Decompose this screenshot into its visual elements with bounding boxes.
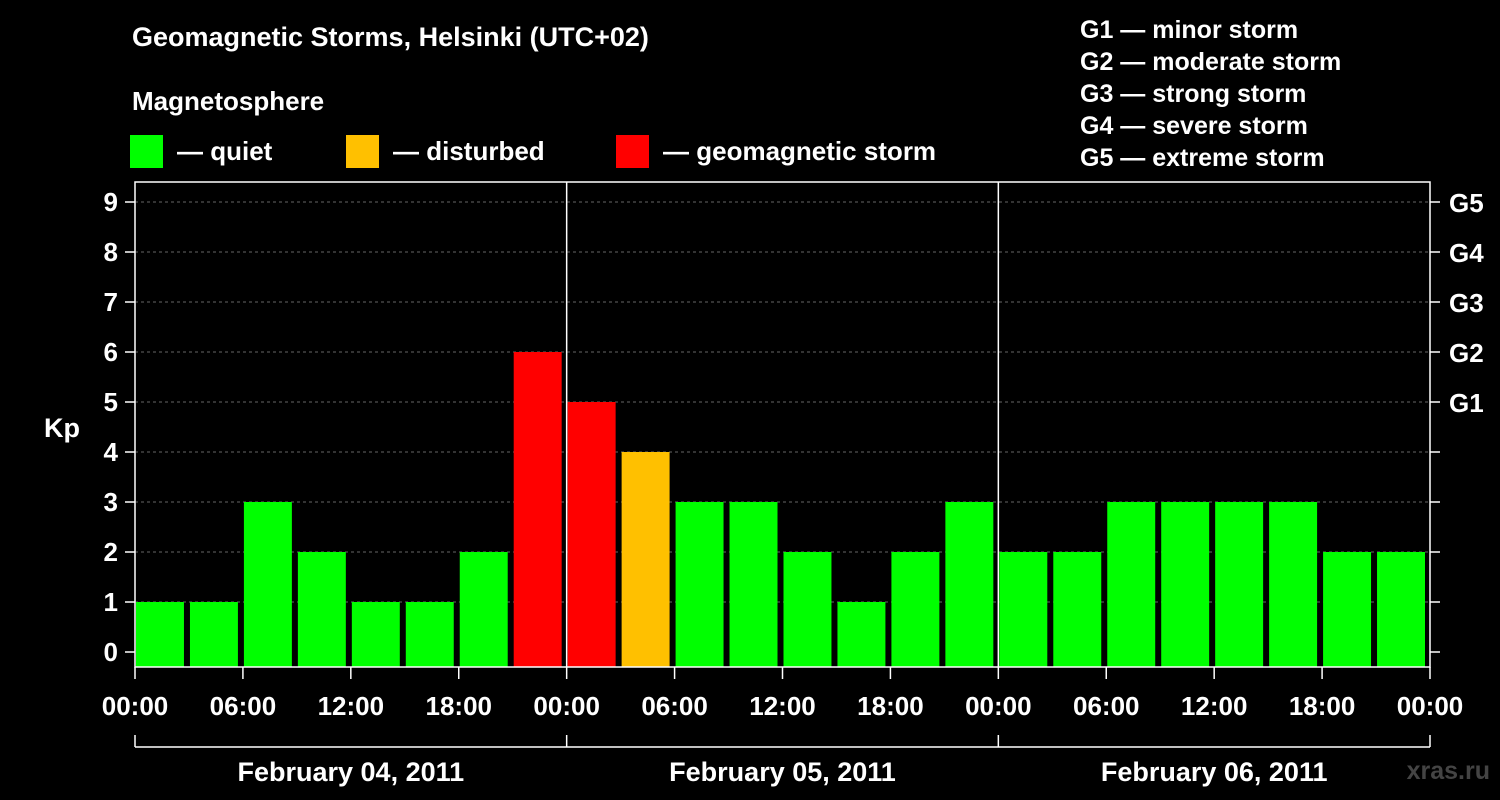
kp-bar-12 (783, 552, 832, 667)
ytick-label-0: 0 (104, 637, 118, 667)
kp-bar-1 (189, 602, 238, 667)
ytick-label-1: 1 (104, 587, 118, 617)
storm-scale-g2: G2 — moderate storm (1080, 48, 1342, 76)
kp-bar-23 (1377, 552, 1425, 667)
legend-swatch-quiet (130, 134, 163, 168)
kp-bar-16 (999, 552, 1048, 667)
kp-bar-22 (1323, 552, 1372, 667)
legend-item-quiet: — quiet (130, 134, 272, 168)
right-axis-label-g5: G5 (1449, 188, 1484, 218)
kp-bar-15 (945, 502, 994, 667)
kp-bar-4 (351, 602, 400, 667)
right-axis-label-g3: G3 (1449, 288, 1484, 318)
legend-item-disturbed: — disturbed (346, 134, 545, 168)
ytick-label-6: 6 (104, 337, 118, 367)
kp-bar-6 (459, 552, 508, 667)
day-label-2: February 06, 2011 (1101, 757, 1328, 787)
storm-scale-g1: G1 — minor storm (1080, 16, 1299, 44)
ytick-label-8: 8 (104, 237, 118, 267)
xtick-label-9: 06:00 (1073, 691, 1140, 721)
ytick-label-9: 9 (104, 187, 118, 217)
kp-bar-2 (243, 502, 292, 667)
xtick-label-4: 00:00 (533, 691, 600, 721)
xtick-label-3: 18:00 (426, 691, 493, 721)
storm-scale-g5: G5 — extreme storm (1080, 144, 1325, 172)
kp-bar-8 (567, 402, 616, 667)
kp-bar-21 (1269, 502, 1318, 667)
kp-bar-3 (297, 552, 346, 667)
kp-bar-9 (621, 452, 670, 667)
legend-item-storm: — geomagnetic storm (616, 134, 936, 168)
ytick-label-2: 2 (104, 537, 118, 567)
ytick-label-3: 3 (104, 487, 118, 517)
kp-bar-5 (405, 602, 454, 667)
storm-scale-list: G1 — minor storm G2 — moderate storm G3 … (1080, 14, 1341, 174)
xtick-label-12: 00:00 (1397, 691, 1464, 721)
storm-scale-g3: G3 — strong storm (1080, 80, 1307, 108)
kp-bar-0 (136, 602, 184, 667)
kp-bar-13 (837, 602, 886, 667)
kp-bar-7 (513, 352, 562, 667)
right-axis-label-g1: G1 (1449, 388, 1484, 418)
ytick-label-5: 5 (104, 387, 118, 417)
xtick-label-2: 12:00 (318, 691, 385, 721)
legend-label-quiet: — quiet (177, 135, 273, 166)
xtick-label-8: 00:00 (965, 691, 1032, 721)
xtick-label-7: 18:00 (857, 691, 924, 721)
xtick-label-11: 18:00 (1289, 691, 1356, 721)
day-label-0: February 04, 2011 (238, 757, 465, 787)
kp-bar-11 (729, 502, 778, 667)
day-label-1: February 05, 2011 (669, 757, 896, 787)
xtick-label-1: 06:00 (210, 691, 277, 721)
legend-swatch-disturbed (346, 134, 379, 168)
right-axis-label-g2: G2 (1449, 338, 1484, 368)
y-axis-label: Kp (44, 413, 80, 443)
legend-label-disturbed: — disturbed (393, 135, 545, 166)
xtick-label-6: 12:00 (749, 691, 816, 721)
watermark: xras.ru (1406, 757, 1490, 785)
ytick-label-7: 7 (104, 287, 118, 317)
ytick-label-4: 4 (104, 437, 119, 467)
kp-bar-17 (1053, 552, 1102, 667)
kp-bar-18 (1107, 502, 1156, 667)
xtick-label-0: 00:00 (102, 691, 169, 721)
legend-label-storm: — geomagnetic storm (663, 135, 937, 166)
legend-swatch-storm (616, 134, 649, 168)
kp-bar-20 (1215, 502, 1264, 667)
xtick-label-10: 12:00 (1181, 691, 1248, 721)
kp-bar-10 (675, 502, 724, 667)
right-axis-label-g4: G4 (1449, 238, 1484, 268)
chart-title: Geomagnetic Storms, Helsinki (UTC+02) (132, 22, 649, 52)
xtick-label-5: 06:00 (641, 691, 708, 721)
kp-bar-19 (1161, 502, 1210, 667)
legend-heading: Magnetosphere (132, 86, 325, 116)
storm-scale-g4: G4 — severe storm (1080, 112, 1308, 140)
kp-bar-14 (891, 552, 940, 667)
